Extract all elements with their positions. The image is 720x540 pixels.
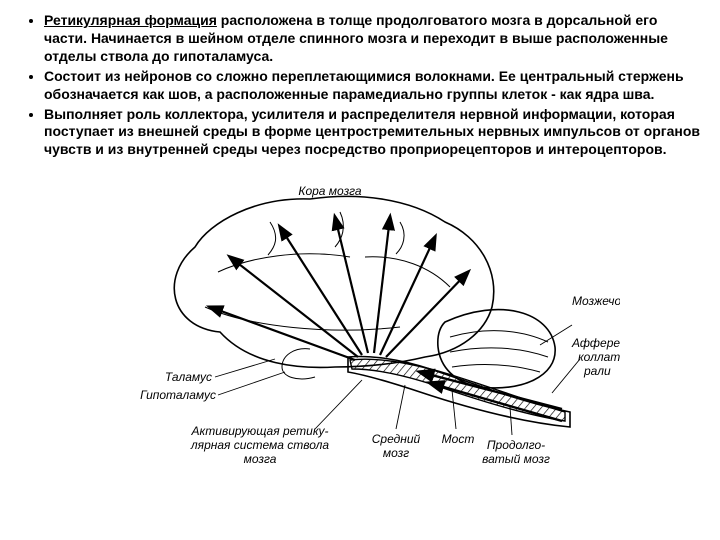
bullet-2-emph3: ядра шва [585,86,650,102]
label-thalamus: Таламус [165,370,212,384]
ascending-arrows [210,217,468,360]
label-pons: Мост [442,432,475,446]
label-midbrain1: Средний [372,432,421,446]
cerebrum-outline [174,197,493,368]
label-midbrain2: мозг [383,446,409,460]
bullet-2-pre: Состоит из нейронов со сложно переплетаю… [44,68,520,84]
label-aras2: лярная система ствола [190,438,329,452]
label-aras1: Активирующая ретику- [190,424,328,438]
label-aff1: Афферентные [571,336,620,350]
bullet-3: Выполняет роль коллектора, усилителя и р… [44,106,702,160]
label-medulla2: ватый мозг [482,452,550,466]
bullet-1: Ретикулярная формация расположена в толщ… [44,12,702,66]
bullet-list: Ретикулярная формация расположена в толщ… [18,12,702,159]
bullet-2-emph1: центральный стержень [520,68,684,84]
bullet-2-mid2: , а расположенные парамедиально группы к… [197,86,585,102]
bullet-2-emph2: шов [168,86,197,102]
label-aff3: рали [583,364,611,378]
label-aras3: мозга [244,452,277,466]
diagram-container: Кора мозга Мозжечок Афферентные коллате-… [18,177,702,477]
bullet-1-term: Ретикулярная формация [44,12,217,28]
label-cerebellum: Мозжечок [572,294,620,308]
bullet-3-text: Выполняет роль коллектора, усилителя и р… [44,106,700,158]
label-cortex: Кора мозга [298,184,362,198]
label-hypothalamus: Гипоталамус [140,388,216,402]
brain-diagram: Кора мозга Мозжечок Афферентные коллате-… [100,177,620,477]
label-medulla1: Продолго- [487,438,545,452]
bullet-2: Состоит из нейронов со сложно переплетаю… [44,68,702,104]
label-aff2: коллате- [578,350,620,364]
bullet-2-post: . [651,86,655,102]
bullet-2-mid: обозначается как [44,86,168,102]
